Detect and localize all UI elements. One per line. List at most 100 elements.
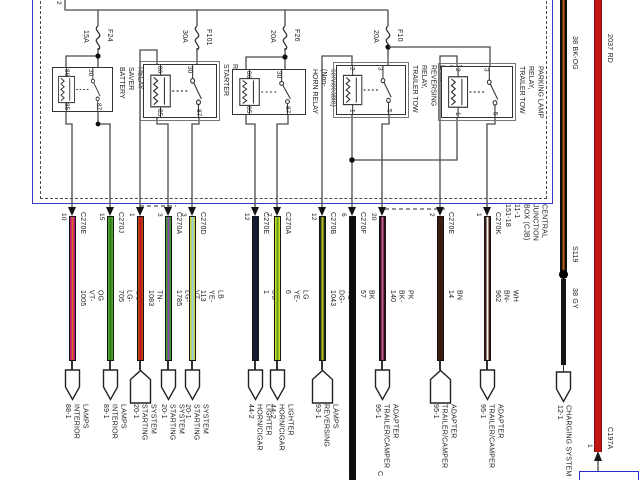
connector-name-label: C270F <box>358 212 366 235</box>
connector-arrow-icon <box>135 207 144 216</box>
wire-circuit-label: 6 YE-LG <box>283 290 309 303</box>
connector-name-label: C197A <box>605 427 613 450</box>
wire-bar <box>164 216 172 361</box>
wire-destination-label: 20-1 STARTING SYSTEM <box>131 404 157 441</box>
wire-lead <box>254 361 256 370</box>
offpage-arrow-icon <box>247 369 263 401</box>
wire-lead <box>562 365 564 372</box>
relay-internals-icon <box>239 70 291 114</box>
fuse-name-label: F26 <box>292 29 300 42</box>
offpage-house-icon <box>129 369 151 404</box>
connector-pin-label: 7 <box>265 213 272 217</box>
connector-name-label: C270B <box>328 212 336 235</box>
connector-pin-label: 1 <box>586 444 594 448</box>
wire-destination-label: 20-1 STARTING SYSTEM <box>159 404 185 441</box>
connector-arrow-icon <box>435 207 444 216</box>
relay-pin-label: 87 <box>284 105 292 113</box>
offpage-house-icon <box>311 369 333 404</box>
fuse-amp-label: 20A <box>371 30 379 44</box>
connector-name-label: C270A <box>283 212 291 235</box>
offpage-arrow-icon <box>64 369 80 401</box>
connector-arrow-icon <box>163 207 172 216</box>
relay-pin-label: 85 <box>63 102 71 110</box>
wire-circuit-label: 14 BN <box>446 290 463 301</box>
relay-name-label: HORN RELAY (Non-serviceable) <box>311 69 337 114</box>
splice-label: S119 <box>570 246 578 263</box>
offpage-house-icon <box>429 369 451 404</box>
fuse-name-label: F24 <box>105 29 113 42</box>
relay-pin-label: 86 <box>63 69 71 77</box>
connector-arrow-icon <box>347 207 356 216</box>
wire-lead <box>439 361 441 370</box>
wire-lead <box>109 361 111 370</box>
wire-bar <box>273 216 281 361</box>
connector-pin-label: 20 <box>370 213 377 221</box>
wire-destination-label: 93-1 REVERSING LAMPS <box>313 404 339 448</box>
wire-lead <box>321 361 323 370</box>
wire-bar <box>378 216 386 361</box>
fuse: 15A F24 <box>78 26 118 58</box>
connector-pin-label: 6 <box>340 213 347 217</box>
relay-pin-label: 1 <box>348 109 356 113</box>
relay-name-label: TRAILER TOW RELAY, PARKING LAMP <box>518 66 544 118</box>
relay-pin-label: 87 <box>195 108 203 116</box>
wire-destination-label: 89-1 INTERIOR LAMPS <box>101 404 127 440</box>
wire-38-bk-og <box>559 0 567 276</box>
connector-name-label: C270J <box>116 212 124 234</box>
wire-bar <box>188 216 196 361</box>
offpage-arrow-icon <box>374 369 390 401</box>
relay-pin-label: 30 <box>185 66 193 74</box>
connector-arrow-icon <box>187 207 196 216</box>
wire-2037-rd <box>594 0 602 452</box>
connector-arrow-icon <box>377 207 386 216</box>
wire-destination-label: 44-2 HORN/CIGAR LIGHTER <box>268 404 294 451</box>
connector-pin-label: 12 <box>243 213 250 221</box>
relay-body: 86 85 30 87 <box>52 67 113 112</box>
relay-body: 86 85 30 87 <box>139 60 221 122</box>
connector-pin-label: 12 <box>310 213 317 221</box>
wire-destination-label: 88-1 INTERIOR LAMPS <box>63 404 89 440</box>
wire-lead <box>486 361 488 370</box>
offpage-arrow-icon <box>160 369 176 401</box>
starter-relay: 86 85 30 87 STARTER RELAY <box>139 60 238 122</box>
relay-pin-label: 3 <box>376 67 384 71</box>
wire-destination-label: 20-1 STARTING SYSTEM <box>183 404 209 441</box>
wire-lead <box>381 361 383 370</box>
wire-destination-label: 95-1 TRAILER/CAMPER ADAPTER <box>478 404 504 469</box>
wire-circuit-label: 140 BK-PK <box>388 290 414 303</box>
wire-circuit-label: 2037 RD <box>605 34 613 64</box>
relay-body: 2 1 3 5 <box>332 61 410 119</box>
relay-internals-icon <box>342 66 392 114</box>
battery-saver-relay: 86 85 30 87 BATTERY SAVER RELAY (Non-ser… <box>52 67 161 112</box>
offpage-arrow-icon <box>269 369 285 401</box>
wire-lead <box>167 361 169 370</box>
relay-body: 86 85 30 87 <box>232 69 306 115</box>
wire-destination-label: 12-1 CHARGING SYSTEM <box>555 405 572 477</box>
relay-pin-label: 1 <box>453 112 461 116</box>
relay-pin-label: 86 <box>156 66 164 74</box>
offpage-arrow-icon <box>102 369 118 401</box>
relay-internals-icon <box>150 65 202 117</box>
horn-relay: 86 85 30 87 HORN RELAY (Non-serviceable) <box>232 69 336 115</box>
wire-bar <box>348 216 356 480</box>
wire-bar <box>483 216 491 361</box>
c197a-component-box <box>579 471 639 480</box>
relay-internals-icon <box>58 68 101 111</box>
connector-arrow-icon <box>482 207 491 216</box>
cjb-dashed-boundary <box>40 0 547 199</box>
connector-arrow-up-icon <box>593 451 602 461</box>
fuse-name-label: F10 <box>395 29 403 42</box>
connector-name-label: C270E <box>446 212 454 235</box>
trailer-tow-relay-reversing-lamp: 2 1 3 5 TRAILER TOW RELAY, REVERSING LAM… <box>332 61 464 119</box>
relay-pin-label: 3 <box>482 68 490 72</box>
wire-lead <box>139 361 141 370</box>
connector-arrow-icon <box>67 207 76 216</box>
wire-bar <box>106 216 114 361</box>
fuse-icon <box>194 26 200 50</box>
wire-38-gy <box>561 279 566 365</box>
connector-pin-label: 15 <box>98 213 105 221</box>
top-feed-label: 2 <box>55 1 63 5</box>
connector-pin-label: 1 <box>128 213 135 217</box>
wire-circuit-label: 38 GY <box>570 288 578 309</box>
